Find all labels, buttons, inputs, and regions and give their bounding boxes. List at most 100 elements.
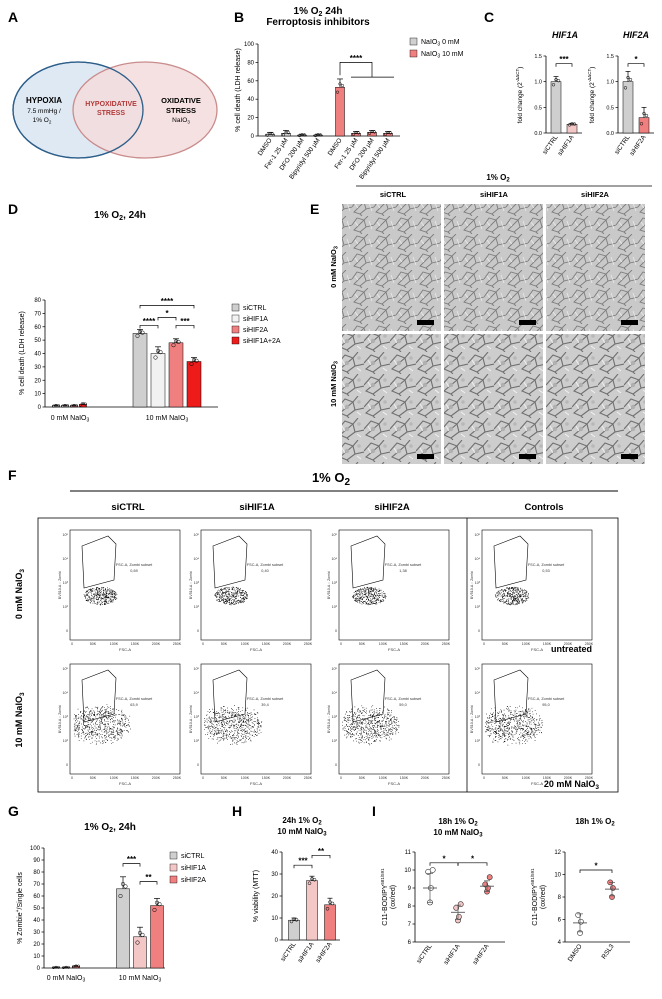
b-legend-swatch-1 [409,49,418,58]
g-legend-swatch [169,851,178,860]
d-bar [132,333,148,408]
b-x-tick-label: Bipyridyl 500 µM [358,137,391,180]
micrograph-sihif1a-10mm [444,334,543,464]
g-point [154,900,160,905]
d-bracket [139,325,159,329]
flow-y-axis-label: BV510-A :: Zombi [470,571,474,599]
c2-ylabel-part: fold change (2 [589,82,596,124]
i2-point [578,918,584,925]
flow-y-tick-label: 10⁵ [194,667,200,671]
flow-plot-frame [69,529,181,641]
g-bar [150,905,164,969]
f-row-0: 0 mM NaIO [14,573,24,620]
flow-plot-frame [338,663,450,775]
d-point [66,404,69,407]
flow-x-axis-label: FSC-A [531,647,543,652]
b-bracket [339,62,373,78]
flow-y-tick-label: 10² [332,739,338,743]
svg-text:0 mM NaIO3: 0 mM NaIO3 [14,569,26,620]
flow-y-tick-label: 10³ [475,715,481,719]
c1-ylabel-part: ) [517,67,524,69]
flow-x-tick-label: 0 [483,642,485,646]
b-legend-swatch-0 [409,37,418,46]
flow-x-tick-label: 100K [522,776,531,780]
i1-x-tick-label: siHIF2A [472,943,491,966]
h-subtitle: 10 mM NaIO [277,827,323,836]
d-y-tick-label: 70 [34,311,41,317]
g-point [140,932,145,937]
c1-ylabel: fold change (2-ΔΔCT) [515,67,524,124]
c1-point [572,122,577,126]
c2-ylabel: fold change (2-ΔΔCT) [587,67,596,124]
micrograph-sihif2a-10mm [546,334,645,464]
panel-a: A HYPOXIA 7.5 mmHg / 1% O2 HYPOXIDATIVE … [8,9,218,159]
g-significance: ** [145,873,152,882]
i1-subtitle-sub: 3 [479,833,483,839]
svg-text:24h 1% O2: 24h 1% O2 [282,816,322,827]
g-group-sub: 3 [158,978,161,984]
c2-bar [622,81,634,134]
flow-x-tick-label: 200K [152,642,161,646]
i2-x-tick-label: DMSO [567,943,584,963]
b-point [318,133,323,137]
chart-g: 0 10 20 30 40 50 60 70 80 90 100 % Zombie+/Single c… [15,846,206,984]
c2-bracket [627,63,645,67]
d-ylabel: % cell death (LDH release) [19,311,26,395]
d-point [176,339,181,345]
b-legend-0-sub: 3 [437,42,440,48]
c2-y-tick-label: 0.5 [606,105,614,111]
h-point [292,917,296,922]
d-bar [186,361,202,408]
panel-label-b: B [234,9,244,25]
flow-y-tick-label: 10⁴ [474,557,480,561]
flow-x-axis-label: FSC-A [250,647,262,652]
chart-d: 0 10 20 30 40 50 60 70 80 % cell death (LDH relea… [19,297,281,424]
b-point [286,131,291,135]
flow-y-tick-label: 0 [478,763,480,767]
h-point [330,901,335,906]
svg-text:1% O2: 1% O2 [486,173,510,184]
hypoxidative-label-2: STRESS [97,110,125,117]
scale-bar [621,454,638,459]
flow-gate [81,669,117,723]
d-significance: * [165,309,169,318]
b-legend-0-tail: 0 mM [440,39,460,46]
i1-point [429,867,436,873]
g-legend-swatch [169,875,178,884]
flow-y-tick-label: 10⁵ [332,667,338,671]
h-point [307,881,312,885]
d-point [153,355,158,360]
g-bar [116,888,130,969]
flow-y-tick-label: 10² [475,739,481,743]
b-legend: NaIO3 0 mM NaIO3 10 mM [409,37,464,60]
flow-y-axis-label: BV510-A :: Zombi [470,705,474,733]
d-bracket [175,325,195,329]
flow-gate-label: FSC-A, Zombi subset [385,563,422,567]
f-col-controls: Controls [524,502,563,513]
h-x-tick-label: siHIF1A [297,941,316,964]
b-point [265,133,270,137]
scale-bar [417,320,434,325]
d-y-tick-label: 50 [34,338,41,344]
micrograph-sictrl-0mm [342,204,441,331]
hypoxidative-label: HYPOXIDATIVE [85,101,137,108]
d-point [61,404,64,408]
d-bar [79,404,87,408]
f-ctrl-naio: 20 mM NaIO [544,779,596,789]
d-group-sub: 3 [185,418,188,424]
flow-x-tick-label: 0 [71,642,73,646]
i2-title-sub: 2 [611,822,615,828]
i2-ylabel: C11-BODIPY581/591 [530,868,539,926]
panel-label-f: F [8,467,17,483]
i1-title: 18h 1% O [438,817,474,826]
flow-x-tick-label: 100K [110,642,119,646]
flow-x-tick-label: 150K [262,776,271,780]
e-title-sub: 2 [506,178,510,184]
e-row-1-sub: 3 [334,361,340,364]
flow-y-tick-label: 10⁴ [62,691,68,695]
i1-significance: * [471,854,475,863]
i1-bracket [457,862,488,866]
scale-bar [519,320,536,325]
g-title-sub: 2 [109,827,113,834]
b-y-tick-label: 100 [244,42,255,48]
